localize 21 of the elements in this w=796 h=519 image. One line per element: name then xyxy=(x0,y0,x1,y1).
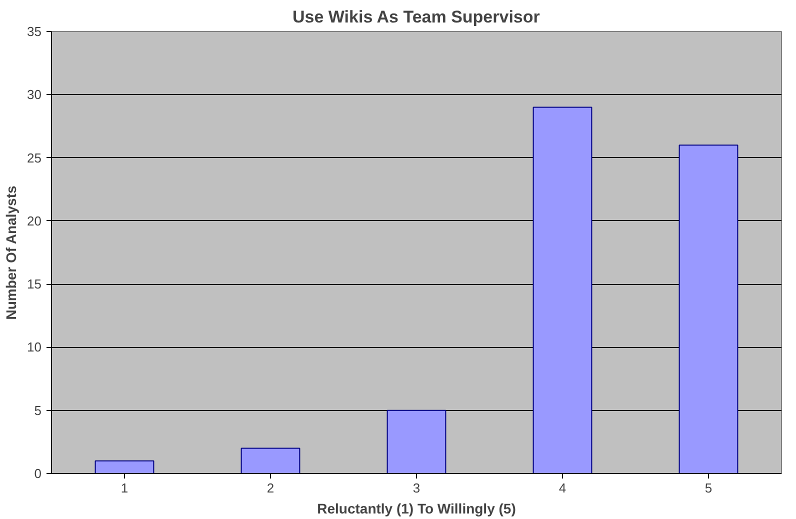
y-tick-label: 30 xyxy=(27,87,42,102)
x-tick-label: 1 xyxy=(120,480,128,496)
bar xyxy=(94,460,154,474)
y-axis-title: Number Of Analysts xyxy=(3,186,20,320)
y-tick-label: 10 xyxy=(27,340,42,355)
y-tick-label: 15 xyxy=(27,276,42,292)
x-tick-label: 2 xyxy=(266,480,274,496)
bar xyxy=(386,410,446,474)
x-tick-label: 5 xyxy=(704,480,712,496)
y-tick-label: 0 xyxy=(34,466,42,481)
y-tick-label: 20 xyxy=(27,213,42,228)
x-tick-label: 4 xyxy=(558,480,566,496)
y-tick-label: 5 xyxy=(34,402,42,418)
x-axis-title: Reluctantly (1) To Willingly (5) xyxy=(317,500,516,516)
bar xyxy=(678,144,738,474)
x-tick-label: 3 xyxy=(412,480,420,496)
bar xyxy=(532,106,592,474)
y-tick-label: 35 xyxy=(27,24,42,39)
bar xyxy=(240,448,300,474)
y-tick-label: 25 xyxy=(27,150,42,166)
chart-title: Use Wikis As Team Supervisor xyxy=(292,8,540,26)
